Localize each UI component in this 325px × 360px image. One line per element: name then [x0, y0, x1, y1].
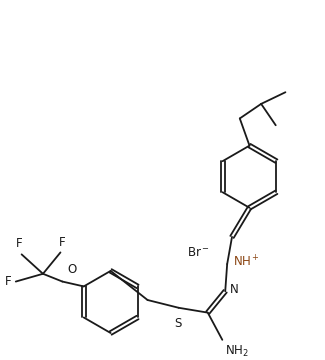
Text: N: N [230, 283, 239, 296]
Text: NH$_2$: NH$_2$ [225, 344, 249, 359]
Text: F: F [5, 275, 12, 288]
Text: S: S [174, 318, 181, 330]
Text: O: O [67, 263, 76, 276]
Text: NH$^+$: NH$^+$ [233, 255, 260, 270]
Text: Br$^-$: Br$^-$ [187, 246, 209, 259]
Text: F: F [59, 235, 66, 248]
Text: F: F [16, 238, 23, 251]
